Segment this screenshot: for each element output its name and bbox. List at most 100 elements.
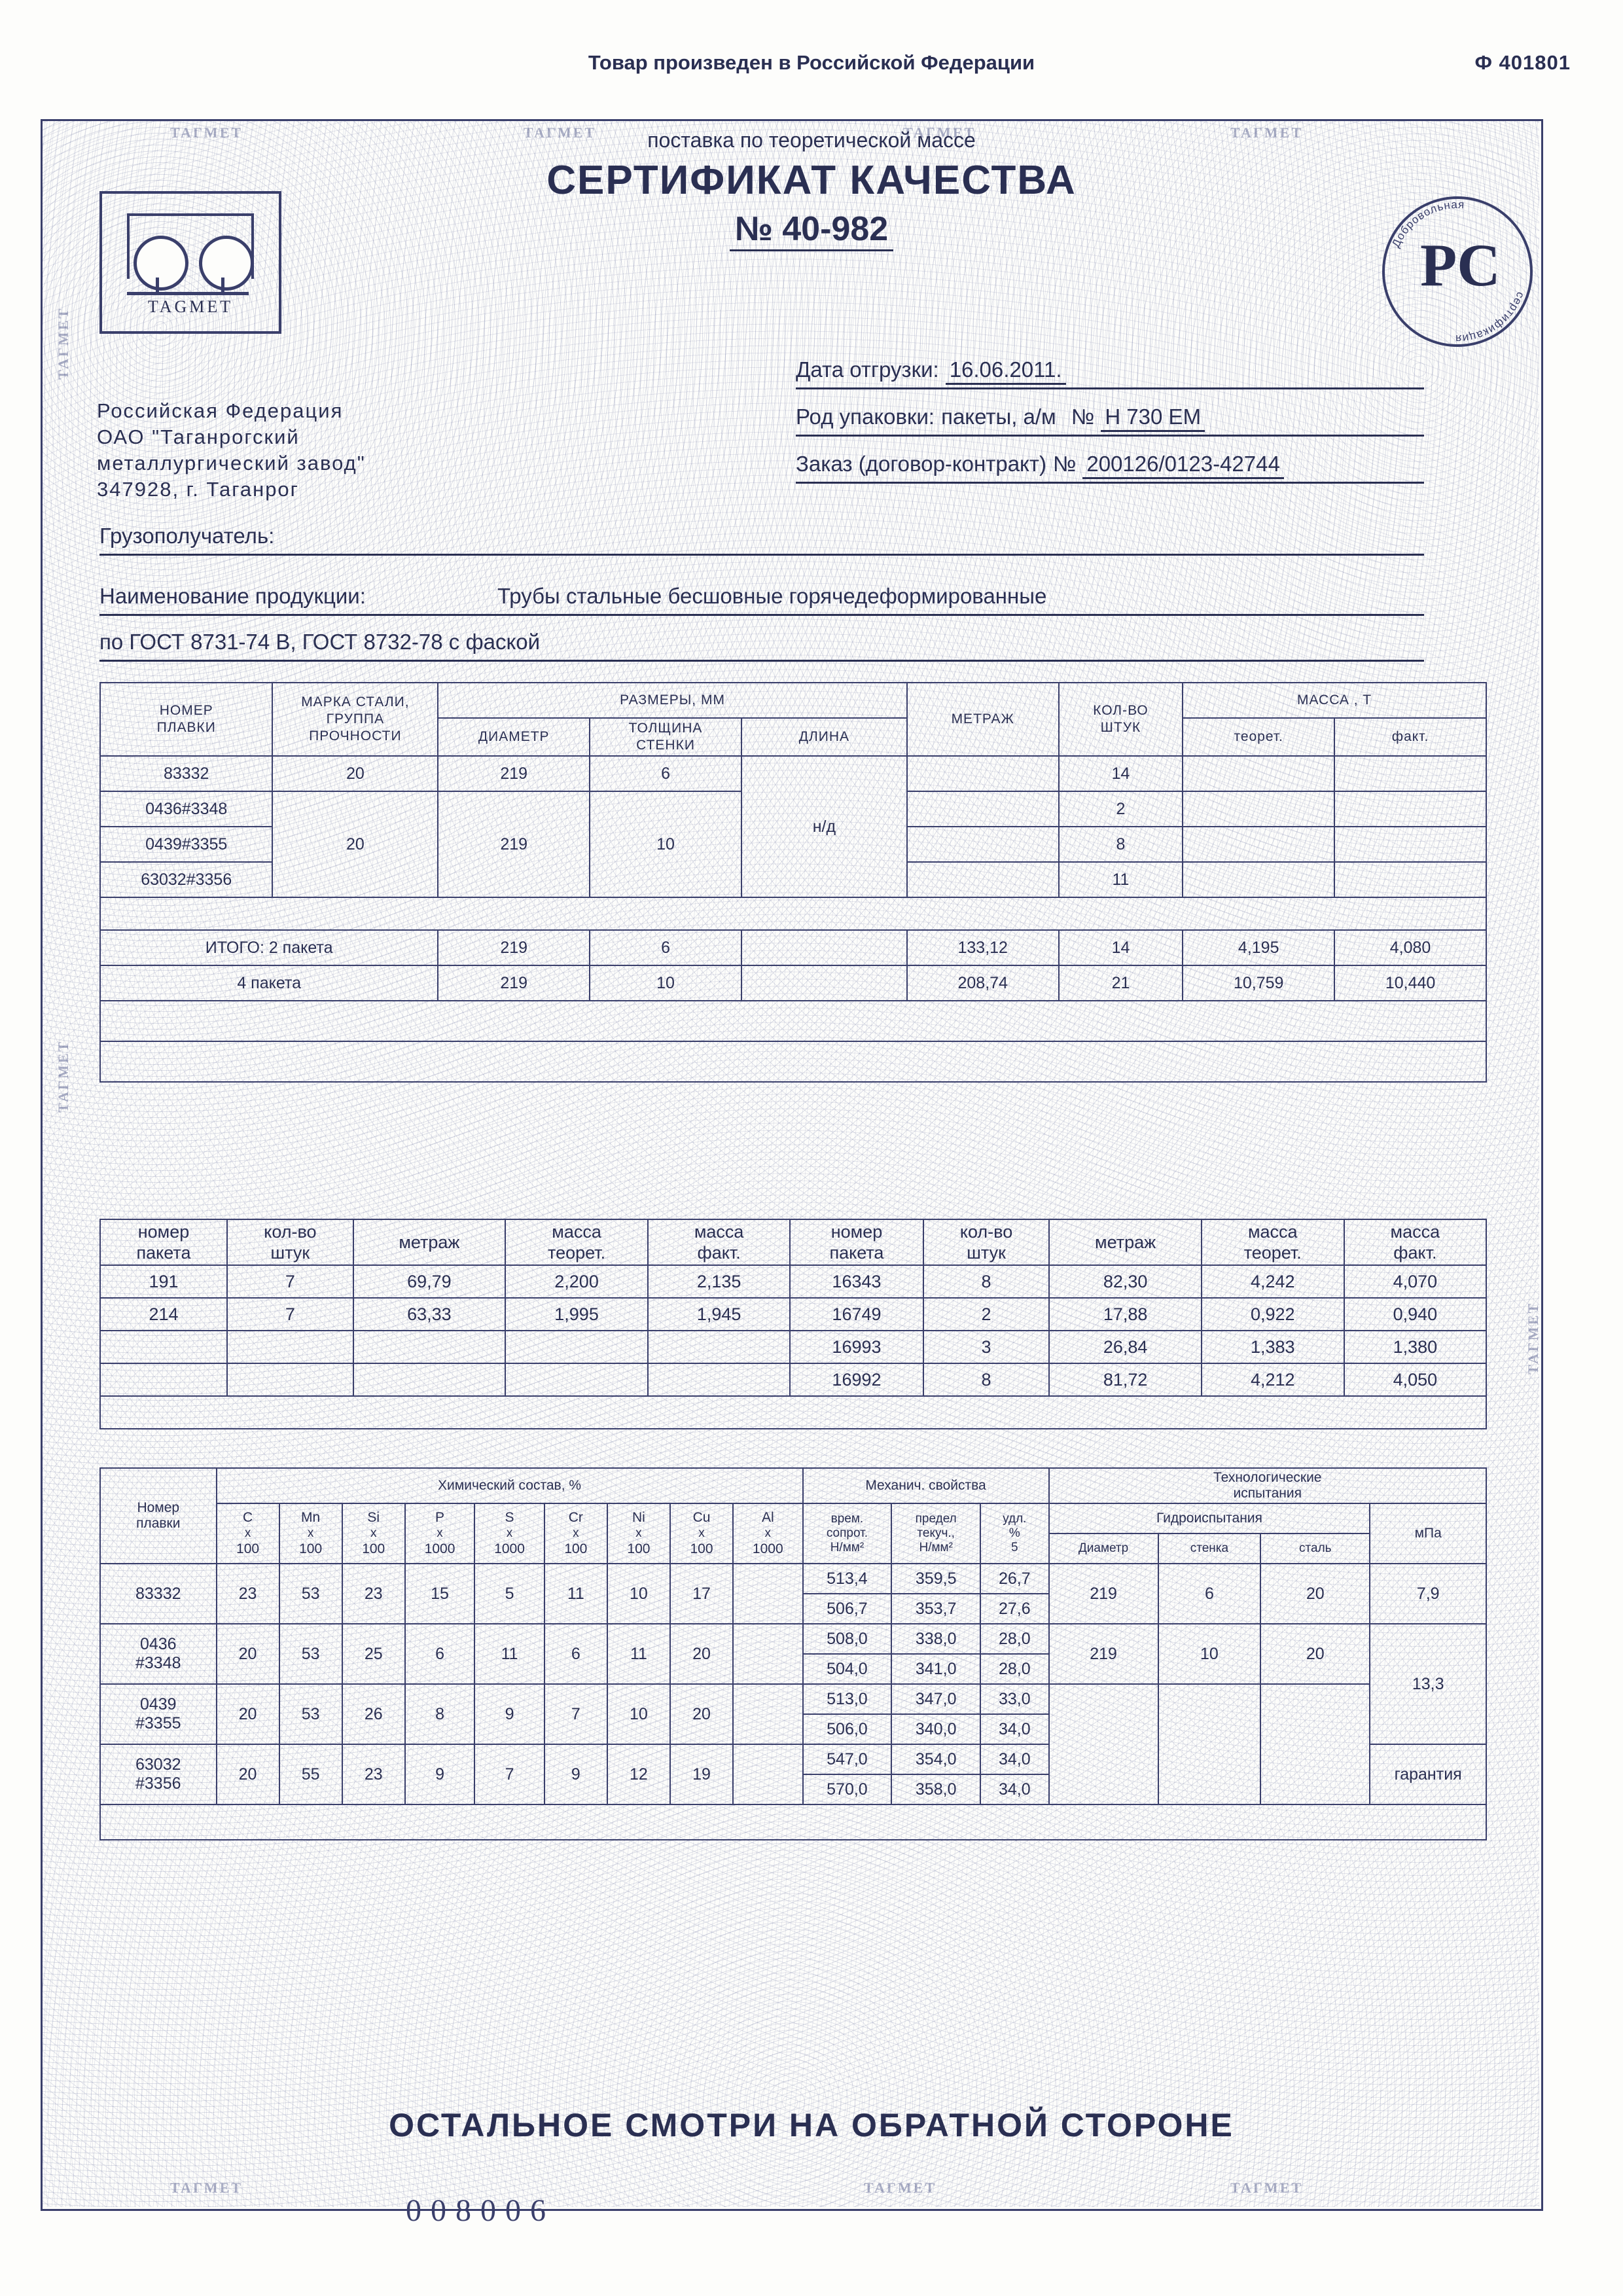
- cell-elong: 34,0: [980, 1744, 1050, 1775]
- address-line-1: Российская Федерация: [97, 399, 344, 422]
- cell-wall: 6: [589, 755, 742, 792]
- cell-pieces: 7: [226, 1265, 354, 1299]
- element-divisor: 100: [627, 1541, 651, 1556]
- cell-mass-theor: [1182, 861, 1336, 898]
- cell-mass-theor: 0,922: [1200, 1297, 1345, 1331]
- col-elongation: удл.% 5: [980, 1503, 1050, 1564]
- cell-total-mass-theor: 10,759: [1182, 965, 1336, 1001]
- col-pack-no-left: номер пакета: [99, 1219, 228, 1266]
- cell-cr: 9: [543, 1744, 608, 1805]
- watermark-tagmet: TAГMET: [55, 306, 71, 380]
- cell-pieces: 11: [1058, 861, 1184, 898]
- cell-c: 20: [215, 1683, 280, 1745]
- cell-mass-theor: 1,995: [505, 1297, 649, 1331]
- cell-heat-line2: #3355: [135, 1714, 181, 1732]
- logo-circle-right-icon: [199, 236, 254, 291]
- element-divisor: 1000: [494, 1541, 525, 1556]
- cell-cr: 7: [543, 1683, 608, 1745]
- cell-s: 9: [474, 1683, 545, 1745]
- order-rule: [796, 482, 1424, 484]
- rst-pc-letters: PC: [1420, 232, 1501, 298]
- chemical-mechanical-table: Номер плавки Химический состав, % Механич…: [99, 1467, 1488, 1840]
- col-mass-fact-right: масса факт.: [1343, 1219, 1488, 1266]
- address-line-2: ОАО "Таганрогский: [97, 425, 300, 448]
- cell-heat-line1: 83332: [135, 1584, 181, 1603]
- cell-p: 15: [404, 1563, 476, 1624]
- cell-mass-fact: [647, 1330, 791, 1364]
- col-hydro-diameter: Диаметр: [1048, 1533, 1159, 1564]
- col-tech-group: Технологические испытания: [1048, 1467, 1488, 1504]
- element-divisor: 100: [299, 1541, 323, 1556]
- cell-mass-theor: 1,383: [1200, 1330, 1345, 1364]
- cell-mass-fact: [1334, 861, 1487, 898]
- ship-date-field: Дата отгрузки: 16.06.2011.: [796, 357, 1066, 385]
- col-pack-no-right: номер пакета: [789, 1219, 924, 1266]
- col-element-si: Si х 100: [341, 1503, 406, 1564]
- cell-al: [732, 1744, 804, 1805]
- cell-mpa: 13,3: [1369, 1623, 1487, 1745]
- table-row: 214 7 63,33 1,995 1,945 16749 2 17,88 0,…: [99, 1297, 1488, 1331]
- cell-s: 7: [474, 1744, 545, 1805]
- cell-pieces: 8: [922, 1265, 1050, 1299]
- element-multiplier: х: [244, 1526, 251, 1540]
- element-divisor: 100: [236, 1541, 260, 1556]
- cell-s: 11: [474, 1623, 545, 1685]
- watermark-tagmet: TAГMET: [170, 124, 243, 141]
- chem-header-row-1: Номер плавки Химический состав, % Механич…: [99, 1467, 1488, 1564]
- cell-pieces: 8: [922, 1363, 1050, 1397]
- table-row-empty: [99, 1395, 1487, 1429]
- element-multiplier: х: [370, 1526, 377, 1540]
- product-value: Трубы стальные бесшовные горячедеформиро…: [497, 584, 1047, 608]
- cell-wall: 10: [589, 791, 742, 898]
- cell-pack: 16992: [789, 1363, 924, 1397]
- consignee-label: Грузополучатель:: [99, 524, 275, 548]
- col-mass-theor: теорет.: [1182, 717, 1336, 757]
- cell-total-length: [740, 929, 908, 966]
- table-row: 0439#3355 8: [99, 826, 1487, 863]
- cell-hydro-steel: 20: [1260, 1623, 1371, 1685]
- delivery-basis-note: поставка по теоретической массе: [647, 128, 976, 152]
- cell-c: 20: [215, 1744, 280, 1805]
- back-side-note: ОСТАЛЬНОЕ СМОТРИ НА ОБРАТНОЙ СТОРОНЕ: [389, 2107, 1234, 2144]
- cell-mn: 53: [278, 1563, 343, 1624]
- cell-mass-theor: [1182, 826, 1336, 863]
- table-row: 506,7 353,7 27,6: [100, 1593, 1486, 1624]
- table-row-empty: [99, 1804, 1487, 1840]
- col-hydro-wall: стенка: [1157, 1533, 1262, 1564]
- table-row: 506,0 340,0 34,0: [100, 1713, 1486, 1745]
- cell-total-mass-fact: 4,080: [1334, 929, 1487, 966]
- element-multiplier: х: [573, 1526, 579, 1540]
- ship-date-value: 16.06.2011.: [945, 357, 1066, 385]
- col-element-mn: Mn х 100: [278, 1503, 343, 1564]
- cell-al: [732, 1563, 804, 1624]
- cell-mass-theor: [505, 1363, 649, 1397]
- table-row: 83332 20 219 6 н/д 14: [99, 755, 1487, 898]
- address-line-3: металлургический завод": [97, 452, 366, 475]
- element-divisor: 100: [690, 1541, 713, 1556]
- address-line-4: 347928, г. Таганрог: [97, 478, 299, 501]
- packing-rule: [796, 435, 1424, 437]
- col-element-cu: Cu х 100: [669, 1503, 734, 1564]
- col-steel-grade: МАРКА СТАЛИ, ГРУППА ПРОЧНОСТИ: [272, 682, 439, 757]
- cell-elong: 27,6: [980, 1593, 1050, 1624]
- cell-yield: 347,0: [891, 1683, 982, 1715]
- cell-yield: 353,7: [891, 1593, 982, 1624]
- cell-cu: 20: [669, 1623, 734, 1685]
- table-row: 0436#3348 20 219 10 2: [99, 791, 1487, 898]
- cell-metrage: 26,84: [1048, 1330, 1202, 1364]
- col-hydro-group: Гидроиспытания: [1048, 1503, 1371, 1534]
- table-row: 16993 3 26,84 1,383 1,380: [99, 1330, 1488, 1364]
- cell-heat-line2: #3356: [135, 1774, 181, 1793]
- watermark-tagmet: TAГMET: [170, 2179, 243, 2196]
- cell-guarantee: гарантия: [1369, 1744, 1487, 1805]
- order-field: Заказ (договор-контракт) № 200126/0123-427…: [796, 452, 1284, 479]
- cell-pieces: [226, 1330, 354, 1364]
- col-tensile: врем. сопрот. Н/мм²: [802, 1503, 893, 1564]
- cell-mass-theor: [505, 1330, 649, 1364]
- cell-pack: [99, 1330, 228, 1364]
- logo-stem-left-icon: [156, 278, 159, 293]
- serial-number: 008006: [406, 2193, 555, 2228]
